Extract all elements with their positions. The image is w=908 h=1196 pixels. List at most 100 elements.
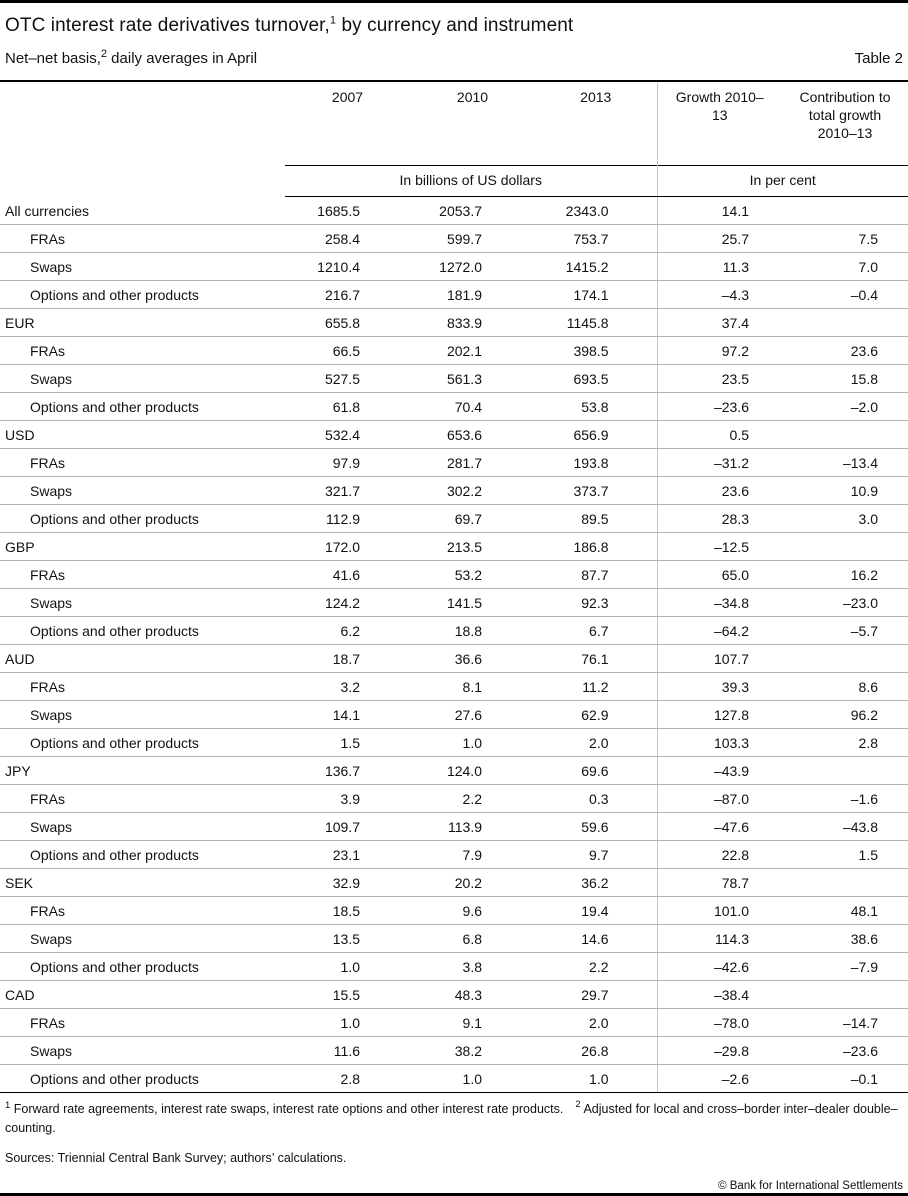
cell-value: 15.5 [285,980,410,1009]
cell-value: 25.7 [656,224,782,253]
cell-value: –14.7 [782,1008,908,1037]
row-label: All currencies [0,196,285,225]
cell-value: 29.7 [535,980,657,1009]
cell-value: 9.7 [535,840,657,869]
cell-value: –2.6 [656,1064,782,1093]
row-label: AUD [0,644,285,673]
cell-value: 373.7 [535,476,657,505]
table-row: Swaps 13.5 6.8 14.6 114.3 38.6 [0,924,908,953]
row-label: Swaps [0,924,285,953]
cell-value: 53.2 [410,560,535,589]
table-row: JPY 136.7 124.0 69.6 –43.9 [0,756,908,785]
cell-value: 65.0 [656,560,782,589]
row-label: Options and other products [0,840,285,869]
table-row: Options and other products 112.9 69.7 89.5 2… [0,504,908,533]
cell-value: 181.9 [410,280,535,309]
table-row: USD 532.4 653.6 656.9 0.5 [0,420,908,449]
cell-value: 1.0 [535,1064,657,1093]
cell-value: 202.1 [410,336,535,365]
col-header-contribution: Contribution to total growth 2010–13 [799,89,891,141]
cell-value: 9.6 [410,896,535,925]
cell-value: 186.8 [535,532,657,561]
cell-value: –43.8 [782,812,908,841]
cell-value: 114.3 [656,924,782,953]
table-row: Swaps 124.2 141.5 92.3 –34.8 –23.0 [0,588,908,617]
table-row: Options and other products 61.8 70.4 53.8 –2… [0,392,908,421]
cell-value: 2343.0 [535,196,657,225]
cell-value: 7.9 [410,840,535,869]
row-label: CAD [0,980,285,1009]
cell-value: 124.0 [410,756,535,785]
table-row: Swaps 1210.4 1272.0 1415.2 11.3 7.0 [0,252,908,281]
cell-value: 14.6 [535,924,657,953]
cell-value: 8.1 [410,672,535,701]
cell-value: 2.2 [535,952,657,981]
cell-value: 2053.7 [410,196,535,225]
cell-value: 48.1 [782,896,908,925]
cell-value: –12.5 [656,532,782,561]
table-row: AUD 18.7 36.6 76.1 107.7 [0,644,908,673]
header-block: OTC interest rate derivatives turnover,1… [0,3,908,80]
row-label: Options and other products [0,392,285,421]
cell-value: 59.6 [535,812,657,841]
table-row: FRAs 18.5 9.6 19.4 101.0 48.1 [0,896,908,925]
cell-value: 18.5 [285,896,410,925]
cell-value: 112.9 [285,504,410,533]
cell-value: 38.6 [782,924,908,953]
cell-value: 101.0 [656,896,782,925]
cell-value: 36.6 [410,644,535,673]
cell-value: 14.1 [656,196,782,225]
cell-value: 18.8 [410,616,535,645]
cell-value: 398.5 [535,336,657,365]
unit-header-row: In billions of US dollars In per cent [0,164,908,197]
cell-value: 97.9 [285,448,410,477]
cell-value: 141.5 [410,588,535,617]
footnote-2-marker: 2 [575,1099,581,1111]
cell-value: 27.6 [410,700,535,729]
cell-value: 1.0 [285,952,410,981]
cell-value: 127.8 [656,700,782,729]
cell-value: –31.2 [656,448,782,477]
cell-value: –29.8 [656,1036,782,1065]
table-row: Swaps 11.6 38.2 26.8 –29.8 –23.6 [0,1036,908,1065]
subtitle-text-rest: daily averages in April [107,50,258,67]
cell-value: 3.9 [285,784,410,813]
cell-value: 527.5 [285,364,410,393]
table-row: Swaps 321.7 302.2 373.7 23.6 10.9 [0,476,908,505]
footnote-2-text: Adjusted for local and cross–border inte… [5,1101,898,1135]
cell-value: 107.7 [656,644,782,673]
footer-block: 1 Forward rate agreements, interest rate… [0,1093,908,1193]
table-row: Options and other products 216.7 181.9 174.… [0,280,908,309]
cell-value: 833.9 [410,308,535,337]
cell-value [782,532,908,561]
cell-value: 599.7 [410,224,535,253]
row-label: Swaps [0,252,285,281]
row-label: GBP [0,532,285,561]
title-text: OTC interest rate derivatives turnover, [5,15,330,36]
cell-value: –42.6 [656,952,782,981]
cell-value: 8.6 [782,672,908,701]
data-table: 2007 2010 2013 Growth 2010–13 Contributi… [0,82,908,1093]
cell-value: –2.0 [782,392,908,421]
cell-value: 2.0 [535,1008,657,1037]
footnote-1-text: Forward rate agreements, interest rate s… [13,1101,564,1116]
cell-value: –38.4 [656,980,782,1009]
table-row: Swaps 14.1 27.6 62.9 127.8 96.2 [0,700,908,729]
cell-value: –13.4 [782,448,908,477]
row-label: USD [0,420,285,449]
cell-value [782,196,908,225]
cell-value: 321.7 [285,476,410,505]
cell-value: 18.7 [285,644,410,673]
sources: Sources: Triennial Central Bank Survey; … [5,1150,347,1165]
cell-value: 53.8 [535,392,657,421]
cell-value: 693.5 [535,364,657,393]
cell-value: 19.4 [535,896,657,925]
cell-value: –4.3 [656,280,782,309]
cell-value: 281.7 [410,448,535,477]
cell-value: 3.2 [285,672,410,701]
row-label: Options and other products [0,728,285,757]
cell-value: 1272.0 [410,252,535,281]
cell-value: 22.8 [656,840,782,869]
cell-value: 2.8 [782,728,908,757]
cell-value: –23.0 [782,588,908,617]
